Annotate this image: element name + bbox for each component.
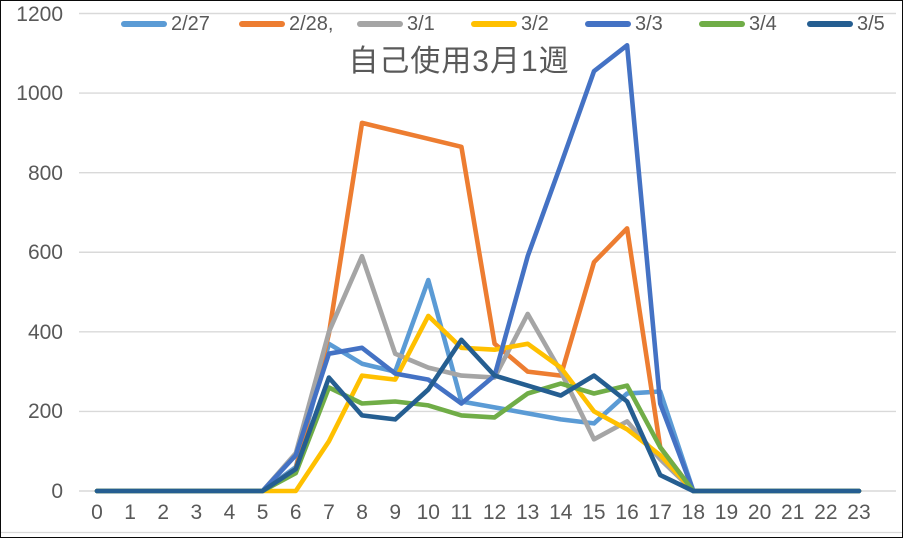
y-tick-label-800: 800	[27, 161, 63, 185]
legend-item-3/5: 3/5	[807, 11, 885, 37]
legend-swatch-2/27	[121, 21, 167, 27]
x-tick-label-17: 17	[648, 501, 672, 524]
legend-swatch-3/4	[699, 21, 745, 27]
legend-swatch-3/5	[807, 21, 853, 27]
x-tick-label-11: 11	[450, 501, 473, 524]
legend-item-3/1: 3/1	[357, 11, 435, 37]
legend-label-2/28: 2/28,	[289, 12, 334, 35]
x-tick-label-22: 22	[814, 501, 838, 524]
series-line-3/1	[94, 253, 862, 494]
legend-item-3/3: 3/3	[585, 11, 663, 37]
legend-swatch-3/2	[471, 21, 517, 27]
legend-label-3/1: 3/1	[407, 12, 435, 35]
x-tick-label-19: 19	[714, 501, 739, 524]
legend-item-3/4: 3/4	[699, 11, 777, 37]
x-tick-label-13: 13	[516, 501, 540, 524]
series-line-2/28	[94, 120, 862, 494]
y-tick-label-1000: 1000	[16, 82, 63, 106]
legend-swatch-2/28	[239, 21, 285, 27]
x-tick-label-8: 8	[356, 501, 368, 524]
series-line-3/3	[94, 42, 862, 494]
x-tick-label-9: 9	[389, 501, 401, 524]
y-tick-label-400: 400	[27, 320, 63, 344]
x-tick-label-6: 6	[289, 501, 302, 524]
x-tick-label-0: 0	[91, 501, 103, 524]
legend-swatch-3/3	[585, 21, 631, 27]
legend-label-2/27: 2/27	[171, 12, 210, 35]
series-line-2/27	[94, 277, 862, 494]
x-tick-label-12: 12	[482, 501, 507, 524]
legend-item-2/27: 2/27	[121, 11, 210, 37]
legend-swatch-3/1	[357, 21, 403, 27]
y-tick-label-600: 600	[27, 241, 63, 265]
x-tick-label-3: 3	[190, 501, 203, 524]
x-tick-label-20: 20	[747, 501, 772, 524]
legend-item-2/28: 2/28,	[239, 11, 333, 37]
legend-item-3/2: 3/2	[471, 11, 549, 37]
legend-label-3/5: 3/5	[857, 12, 885, 35]
x-tick-label-23: 23	[847, 501, 871, 524]
x-tick-label-14: 14	[549, 501, 573, 524]
x-tick-label-4: 4	[223, 501, 236, 524]
y-tick-label-0: 0	[51, 480, 63, 503]
series-line-3/5	[94, 337, 862, 494]
y-tick-label-200: 200	[27, 400, 63, 424]
legend: 2/27 2/28, 3/1 3/2 3/3 3/4 3/5	[1, 11, 902, 39]
x-tick-label-15: 15	[582, 501, 606, 524]
x-tick-label-10: 10	[416, 501, 440, 524]
x-tick-label-1: 1	[124, 501, 136, 524]
x-tick-label-5: 5	[256, 501, 269, 524]
x-tick-label-16: 16	[615, 501, 639, 524]
series-line-3/4	[94, 381, 862, 494]
x-tick-label-7: 7	[323, 501, 335, 524]
legend-label-3/4: 3/4	[749, 12, 777, 35]
y-tick-label-1200: 1200	[16, 2, 63, 26]
legend-label-3/2: 3/2	[521, 12, 549, 35]
legend-label-3/3: 3/3	[635, 12, 663, 35]
x-tick-label-18: 18	[681, 501, 705, 524]
x-tick-label-2: 2	[157, 501, 170, 524]
x-tick-label-21: 21	[781, 501, 805, 524]
